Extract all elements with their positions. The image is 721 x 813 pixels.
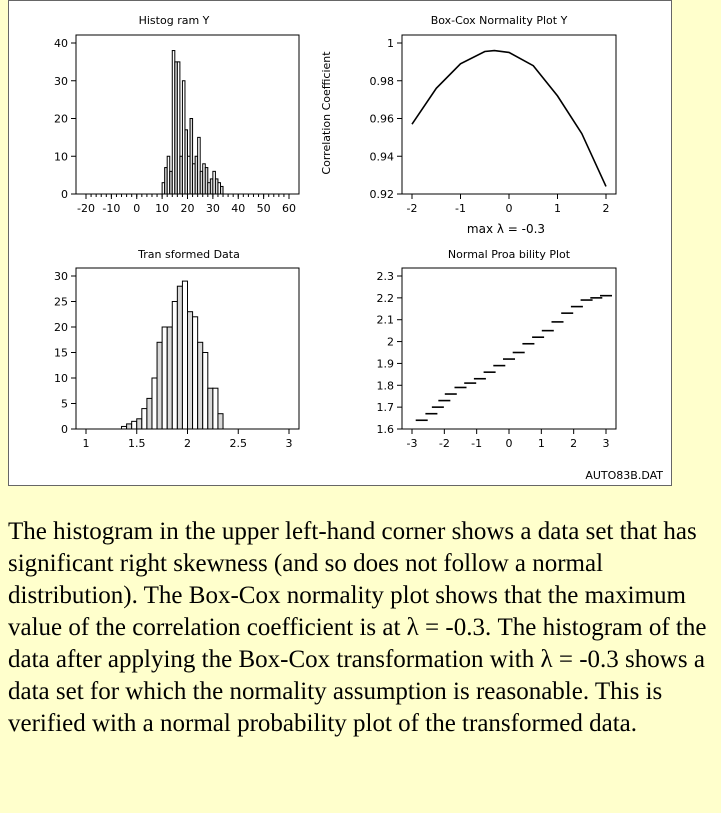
x-tick-label: 2 — [603, 202, 610, 215]
y-tick-label: 0 — [61, 188, 68, 201]
x-tick-label: 2.5 — [230, 437, 248, 450]
y-tick-label: 5 — [61, 398, 68, 411]
x-tick-label: 1 — [83, 437, 90, 450]
y-tick-label: 20 — [54, 113, 68, 126]
y-tick-label: 1 — [387, 37, 394, 50]
histogram-bar — [161, 326, 168, 430]
plot-frame — [401, 267, 617, 430]
y-tick-label: 0.98 — [370, 75, 395, 88]
y-tick-label: 2 — [387, 336, 394, 349]
x-tick-label: 0 — [506, 437, 513, 450]
histogram-bar — [197, 341, 204, 430]
histogram-bar — [156, 341, 163, 430]
histogram-bar — [121, 425, 128, 430]
caption-paragraph: The histogram in the upper left-hand cor… — [8, 518, 707, 737]
dataset-footer: AUTO83B.DAT — [585, 469, 663, 482]
y-tick-label: 2.3 — [377, 270, 395, 283]
y-tick-label: 1.7 — [377, 401, 395, 414]
x-tick-label: -1 — [455, 202, 466, 215]
histogram-bar — [146, 397, 153, 430]
box-cox-xlabel: max λ = -0.3 — [467, 222, 545, 236]
histogram-bar — [189, 118, 194, 195]
x-tick-label: 0 — [133, 202, 140, 215]
histogram-bar — [176, 61, 181, 195]
x-tick-label: -10 — [102, 202, 120, 215]
y-tick-label: 10 — [54, 150, 68, 163]
x-tick-label: -20 — [77, 202, 95, 215]
x-tick-label: 1 — [538, 437, 545, 450]
x-tick-label: 2 — [184, 437, 191, 450]
histogram-bar — [202, 352, 209, 430]
histogram-bar — [192, 316, 199, 430]
box-cox-title: Box-Cox Normality Plot Y — [431, 14, 568, 27]
histogram-y-title: Histog ram Y — [139, 14, 210, 27]
x-tick-label: 20 — [181, 202, 195, 215]
y-tick-label: 25 — [54, 296, 68, 309]
x-tick-label: 2 — [570, 437, 577, 450]
box-cox-ylabel: Correlation Coefficient — [320, 51, 333, 175]
y-tick-label: 1.9 — [377, 357, 395, 370]
normal-probability-title: Normal Proa bility Plot — [448, 248, 571, 261]
histogram-bar — [181, 280, 189, 430]
histogram-bar — [166, 326, 173, 430]
y-tick-label: 0.94 — [370, 150, 395, 163]
y-tick-label: 1.6 — [377, 423, 395, 436]
histogram-bar — [217, 413, 224, 430]
histogram-bar — [204, 167, 209, 195]
x-tick-label: 3 — [286, 437, 293, 450]
y-tick-label: 0.96 — [370, 113, 395, 126]
histogram-bar — [141, 408, 148, 430]
histogram-bar — [212, 387, 219, 430]
y-tick-label: 0 — [61, 423, 68, 436]
y-tick-label: 0.92 — [370, 188, 395, 201]
x-tick-label: 30 — [206, 202, 220, 215]
y-tick-label: 15 — [54, 347, 68, 360]
x-tick-label: 60 — [282, 202, 296, 215]
x-tick-label: -2 — [407, 202, 418, 215]
x-tick-label: 3 — [603, 437, 610, 450]
y-tick-label: 40 — [54, 37, 68, 50]
y-tick-label: 30 — [54, 270, 68, 283]
x-tick-label: 50 — [257, 202, 271, 215]
histogram-y-panel: Histog ram Y -20 -10 0 10 20 30 40 50 60 0 10 20 30 4… — [54, 14, 300, 215]
histogram-bar — [187, 311, 194, 430]
histogram-bar — [126, 423, 133, 430]
x-tick-label: 1 — [554, 202, 561, 215]
x-tick-label: 10 — [155, 202, 169, 215]
box-cox-normality-panel: Box-Cox Normality Plot Y Correlation Coe… — [320, 14, 617, 236]
transformed-data-title: Tran sformed Data — [137, 248, 240, 261]
y-tick-label: 2.2 — [377, 292, 395, 305]
x-tick-label: 1.5 — [128, 437, 146, 450]
x-tick-label: -1 — [471, 437, 482, 450]
normal-probability-panel: Normal Proa bility Plot -3 -2 -1 0 1 2 3 1.6 1.7… — [377, 248, 617, 450]
histogram-bar — [151, 377, 158, 430]
y-tick-label: 10 — [54, 372, 68, 385]
plot-frame — [401, 34, 617, 195]
y-tick-label: 2.1 — [377, 314, 395, 327]
histogram-bar — [176, 285, 183, 430]
histogram-bar — [197, 136, 201, 195]
x-tick-label: 40 — [231, 202, 245, 215]
four-plot-figure: Histog ram Y -20 -10 0 10 20 30 40 50 6001020304… — [54, 14, 663, 482]
histogram-bar — [219, 185, 224, 195]
y-tick-label: 20 — [54, 321, 68, 334]
correlation-curve — [411, 49, 607, 187]
x-tick-label: -2 — [439, 437, 450, 450]
y-tick-label: 30 — [54, 75, 68, 88]
y-tick-label: 1.8 — [377, 379, 395, 392]
histogram-bar — [207, 387, 214, 430]
histogram-bar — [136, 418, 143, 430]
x-tick-label: 0 — [506, 202, 513, 215]
histogram-bar — [131, 420, 138, 430]
x-tick-label: -3 — [407, 437, 418, 450]
figure-panel: Histog ram Y -20 -10 0 10 20 30 40 50 60 0 10 20 30 4… — [8, 0, 672, 486]
histogram-bar — [171, 301, 178, 430]
